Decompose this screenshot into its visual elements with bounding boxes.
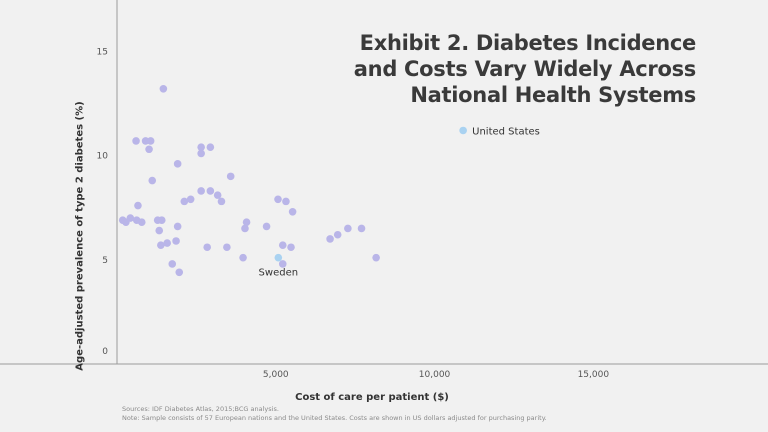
data-point: [282, 197, 290, 206]
data-point: [239, 253, 247, 262]
data-point: [278, 241, 287, 249]
data-point: [157, 216, 166, 224]
data-point: [226, 172, 235, 181]
point-labels: United States Sweden: [259, 126, 540, 278]
data-point: [206, 143, 215, 151]
data-point: [262, 222, 271, 231]
data-point: [159, 85, 168, 93]
data-point: [278, 260, 287, 268]
data-point: [217, 197, 226, 206]
data-point: [242, 218, 251, 227]
x-tick-label: 5,000: [263, 370, 289, 380]
footnotes: Sources: IDF Diabetes Atlas, 2015;BCG an…: [122, 405, 547, 423]
x-tick-label: 10,000: [419, 370, 451, 380]
data-point: [197, 149, 205, 158]
data-point: [333, 230, 342, 239]
y-tick-label: 5: [102, 256, 108, 266]
data-point: [223, 243, 231, 252]
data-point: [173, 160, 182, 168]
data-point: [137, 218, 146, 227]
data-point: [203, 243, 211, 252]
highlighted-point: [459, 126, 467, 135]
data-point: [241, 224, 249, 233]
data-point: [155, 226, 164, 235]
data-point: [132, 137, 140, 145]
data-points: [118, 85, 467, 277]
data-point: [197, 143, 205, 151]
data-point: [326, 235, 334, 243]
tick-labels: 5,000 10,000 15,000 0 5 10 15: [97, 47, 610, 380]
point-label: United States: [472, 126, 540, 137]
data-point: [344, 224, 352, 233]
data-point: [213, 191, 222, 199]
highlighted-point: [274, 253, 283, 262]
data-point: [357, 224, 366, 233]
axes: [0, 0, 768, 365]
point-label: Sweden: [259, 268, 299, 279]
data-point: [175, 268, 184, 277]
data-point: [172, 237, 180, 245]
data-point: [145, 145, 153, 154]
y-tick-label: 10: [97, 152, 109, 162]
data-point: [146, 137, 155, 145]
data-point: [157, 241, 165, 249]
data-point: [288, 208, 297, 216]
data-point: [126, 214, 135, 222]
y-tick-label: 0: [102, 347, 108, 357]
y-tick-label: 15: [97, 47, 108, 57]
data-point: [372, 253, 380, 262]
title-line-2: and Costs Vary Widely Across: [353, 57, 697, 81]
data-point: [287, 243, 295, 252]
sources-note: Sources: IDF Diabetes Atlas, 2015;BCG an…: [122, 405, 279, 413]
sample-note: Note: Sample consists of 57 European nat…: [122, 414, 547, 422]
x-tick-label: 15,000: [578, 370, 610, 380]
data-point: [186, 195, 195, 204]
data-point: [274, 195, 282, 204]
data-point: [197, 187, 205, 195]
x-axis-label: Cost of care per patient ($): [295, 392, 449, 403]
title-line-3: National Health Systems: [410, 83, 696, 107]
data-point: [180, 197, 189, 206]
data-point: [163, 239, 171, 247]
title-line-1: Exhibit 2. Diabetes Incidence: [359, 31, 697, 55]
data-point: [168, 260, 177, 268]
data-point: [148, 176, 157, 185]
y-axis-label: Age-adjusted prevalence of type 2 diabet…: [74, 101, 86, 371]
data-point: [173, 222, 182, 231]
chart-title: Exhibit 2. Diabetes Incidence and Costs …: [276, 30, 697, 108]
data-point: [206, 187, 215, 195]
data-point: [134, 201, 142, 210]
